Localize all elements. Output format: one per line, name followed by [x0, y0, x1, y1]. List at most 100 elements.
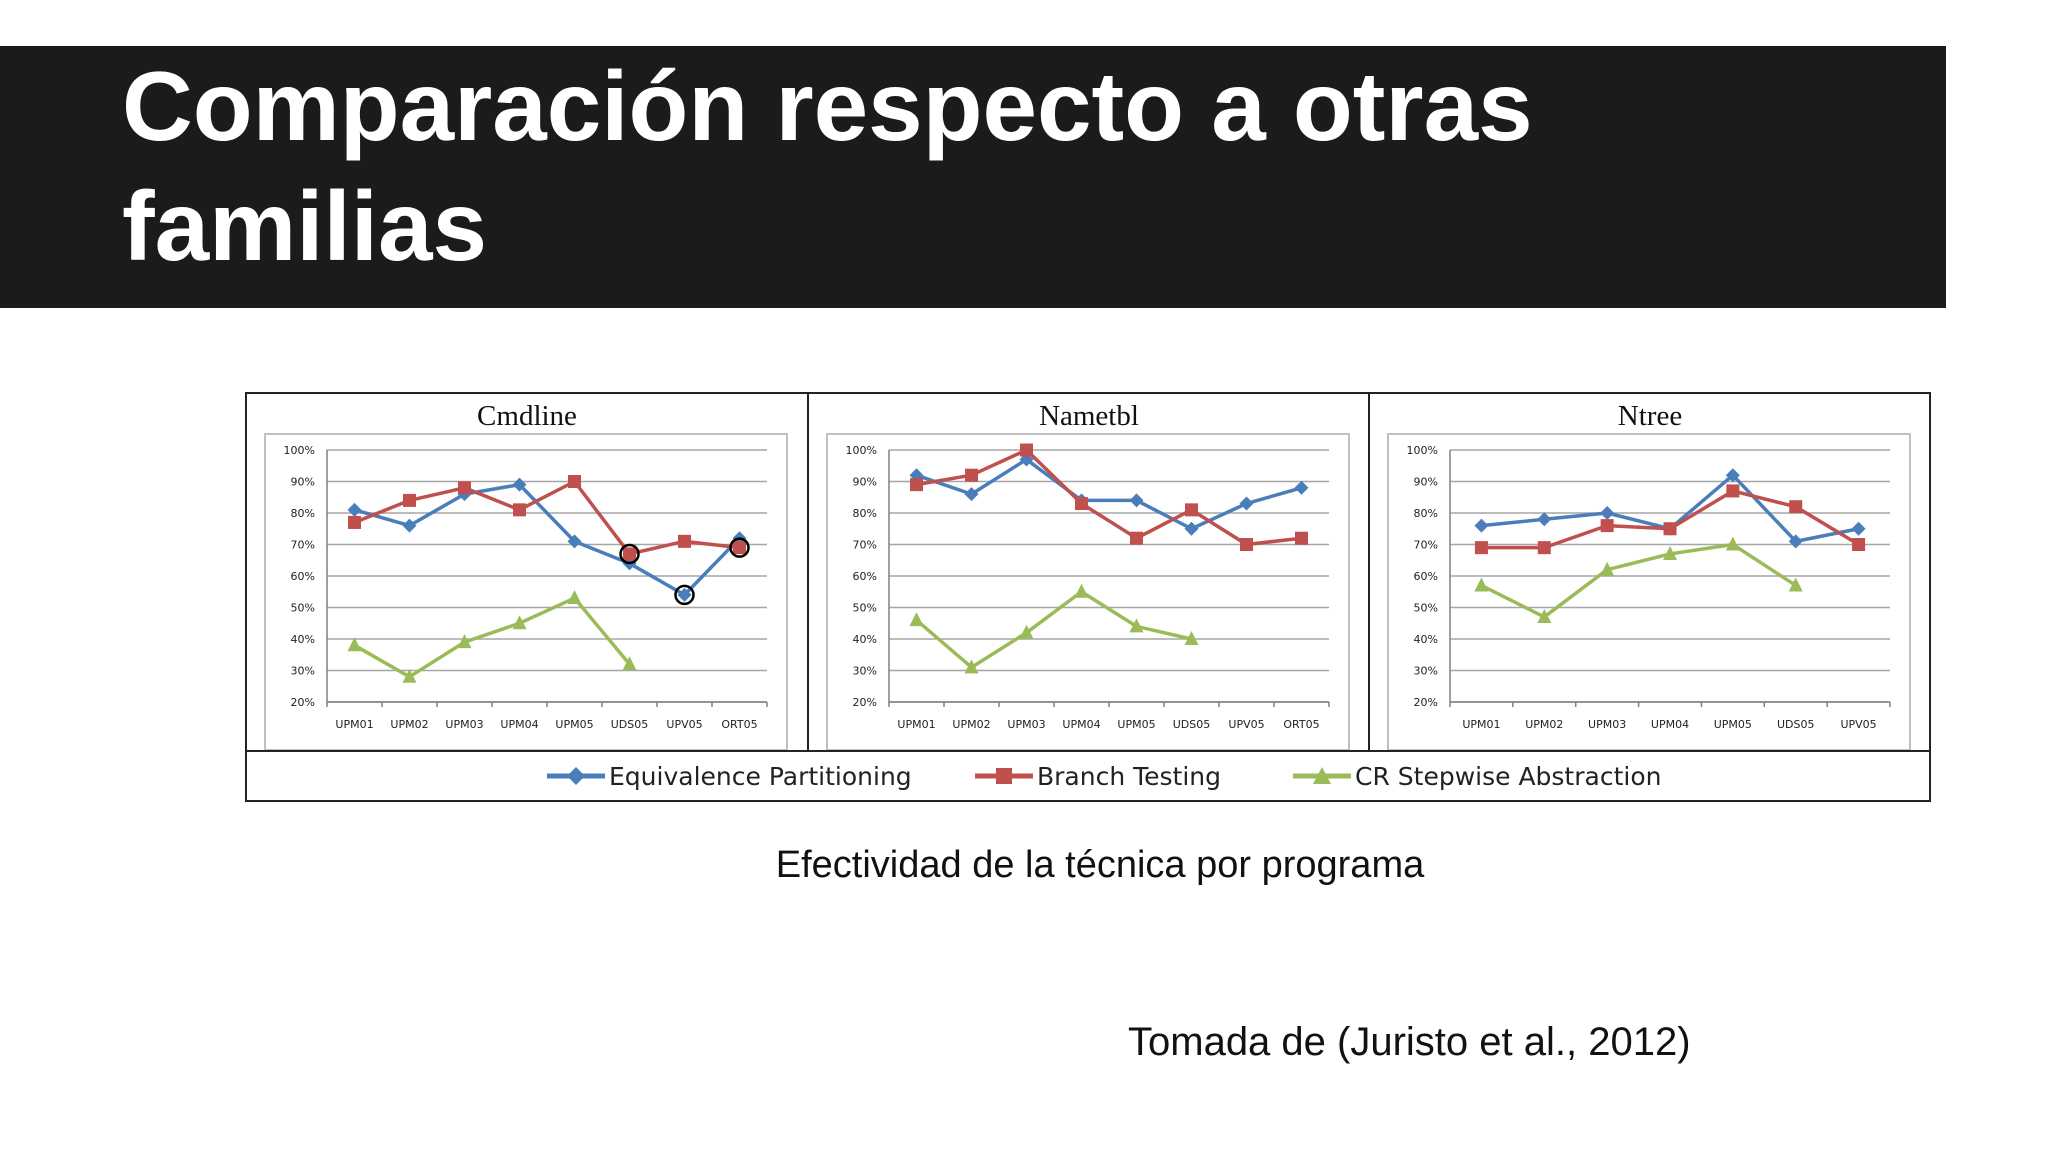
data-point — [347, 502, 362, 517]
highlight-circle — [674, 584, 695, 606]
y-tick-label: 50% — [291, 602, 315, 615]
legend-label: Branch Testing — [1037, 761, 1222, 791]
slide-title: Comparación respecto a otras familias — [122, 51, 1533, 281]
data-point — [1294, 480, 1309, 495]
x-tick-label: UPV05 — [666, 718, 702, 731]
data-point — [567, 534, 582, 549]
data-point — [909, 612, 924, 627]
data-point — [965, 468, 978, 482]
data-point — [1075, 497, 1088, 511]
data-point — [1537, 512, 1552, 527]
x-tick-label: UPM05 — [555, 718, 593, 731]
data-point — [1537, 608, 1552, 623]
data-point — [964, 659, 979, 674]
chart-title: Nametbl — [1039, 400, 1139, 432]
chart-cmdline: Cmdline 20% 30% 40% 50% 60% 70% 80% 90% 100% UPM01… — [264, 400, 788, 750]
y-tick-label: 30% — [291, 665, 315, 678]
data-point — [1726, 484, 1740, 498]
y-tick-label: 70% — [291, 539, 315, 552]
figure-caption: Efectividad de la técnica por programa — [775, 844, 1425, 886]
x-tick-label: UPM04 — [1062, 718, 1100, 731]
data-point — [1184, 521, 1199, 536]
y-tick-label: 90% — [1414, 476, 1438, 489]
data-point — [1074, 583, 1089, 598]
legend-label: CR Stepwise Abstraction — [1355, 761, 1662, 791]
plot-frame — [264, 433, 788, 750]
y-tick-label: 20% — [853, 696, 877, 709]
data-point — [1788, 577, 1803, 592]
x-tick-label: UPM02 — [390, 718, 428, 731]
x-tick-label: UPM05 — [1714, 718, 1752, 731]
data-point — [1129, 493, 1144, 508]
data-point — [1129, 618, 1144, 633]
chart-panel-ntree: Ntree 20% 30% 40% 50% 60% 70% 80% 90% 100% UPM01 UP… — [1368, 394, 1930, 750]
data-point — [402, 668, 417, 683]
data-point — [910, 478, 923, 492]
x-tick-label: UDS05 — [611, 718, 649, 731]
data-point — [1537, 541, 1551, 555]
series-line — [354, 482, 741, 597]
data-point — [909, 468, 924, 483]
data-point — [1852, 538, 1866, 551]
legend-item-stepwise: CR Stepwise Abstraction — [1291, 756, 1661, 796]
x-tick-label: UDS05 — [1777, 718, 1815, 731]
x-tick-label: ORT05 — [721, 718, 757, 731]
y-tick-label: 30% — [853, 665, 877, 678]
data-point — [733, 541, 746, 555]
data-point — [1474, 577, 1489, 592]
chart-panel-cmdline: Cmdline 20% 30% 40% 50% 60% 70% 80% 90% 100% UPM01… — [247, 394, 807, 750]
y-tick-label: 40% — [1414, 633, 1438, 646]
plot-frame — [1387, 433, 1911, 750]
y-tick-label: 40% — [853, 633, 877, 646]
legend-swatch-diamond-icon — [547, 767, 605, 785]
x-tick-label: UPV05 — [1228, 718, 1264, 731]
y-tick-label: 70% — [1414, 539, 1438, 552]
data-point — [1600, 506, 1615, 520]
chart-ntree: Ntree 20% 30% 40% 50% 60% 70% 80% 90% 100% UPM01 UP… — [1387, 400, 1911, 750]
x-tick-label: UDS05 — [1173, 718, 1211, 731]
y-tick-label: 100% — [1407, 444, 1438, 457]
y-tick-label: 30% — [1414, 665, 1438, 678]
x-tick-label: UPM05 — [1117, 718, 1155, 731]
data-point — [964, 487, 979, 502]
x-tick-label: UPV05 — [1840, 718, 1876, 731]
data-point — [458, 481, 471, 495]
charts-row: Cmdline 20% 30% 40% 50% 60% 70% 80% 90% 100% UPM01… — [247, 394, 1929, 752]
data-point — [1725, 468, 1740, 483]
data-point — [513, 503, 526, 517]
data-point — [1295, 531, 1308, 545]
data-point — [677, 587, 692, 602]
data-point — [1020, 443, 1033, 457]
data-point — [1019, 624, 1034, 639]
y-tick-label: 20% — [1414, 696, 1438, 709]
data-point — [1725, 536, 1740, 551]
y-tick-label: 20% — [291, 696, 315, 709]
data-point — [1239, 496, 1254, 511]
source-citation: Tomada de (Juristo et al., 2012) — [1128, 1020, 1691, 1064]
y-tick-label: 40% — [291, 633, 315, 646]
legend-swatch-triangle-icon — [1293, 767, 1351, 784]
y-tick-label: 80% — [1414, 507, 1438, 520]
data-point — [622, 656, 637, 671]
y-tick-label: 60% — [291, 570, 315, 583]
legend-swatch-square-icon — [975, 768, 1033, 784]
chart-title: Cmdline — [477, 400, 577, 432]
data-point — [1600, 519, 1614, 533]
data-point — [1663, 522, 1677, 536]
figure: Cmdline 20% 30% 40% 50% 60% 70% 80% 90% 100% UPM01… — [245, 392, 1931, 802]
x-tick-label: UPM03 — [1588, 718, 1626, 731]
data-point — [1130, 531, 1143, 545]
x-tick-label: UPM03 — [445, 718, 483, 731]
y-tick-label: 80% — [291, 507, 315, 520]
series-line — [916, 448, 1302, 547]
y-tick-label: 50% — [1414, 602, 1438, 615]
data-point — [1788, 534, 1803, 549]
x-tick-label: UPM01 — [1462, 718, 1500, 731]
data-point — [1185, 503, 1198, 517]
highlight-circle — [729, 537, 750, 558]
title-bar — [0, 46, 1946, 308]
legend-item-branch: Branch Testing — [973, 756, 1221, 796]
highlight-circle — [619, 543, 640, 565]
y-tick-label: 100% — [846, 444, 877, 457]
y-tick-label: 90% — [291, 476, 315, 489]
